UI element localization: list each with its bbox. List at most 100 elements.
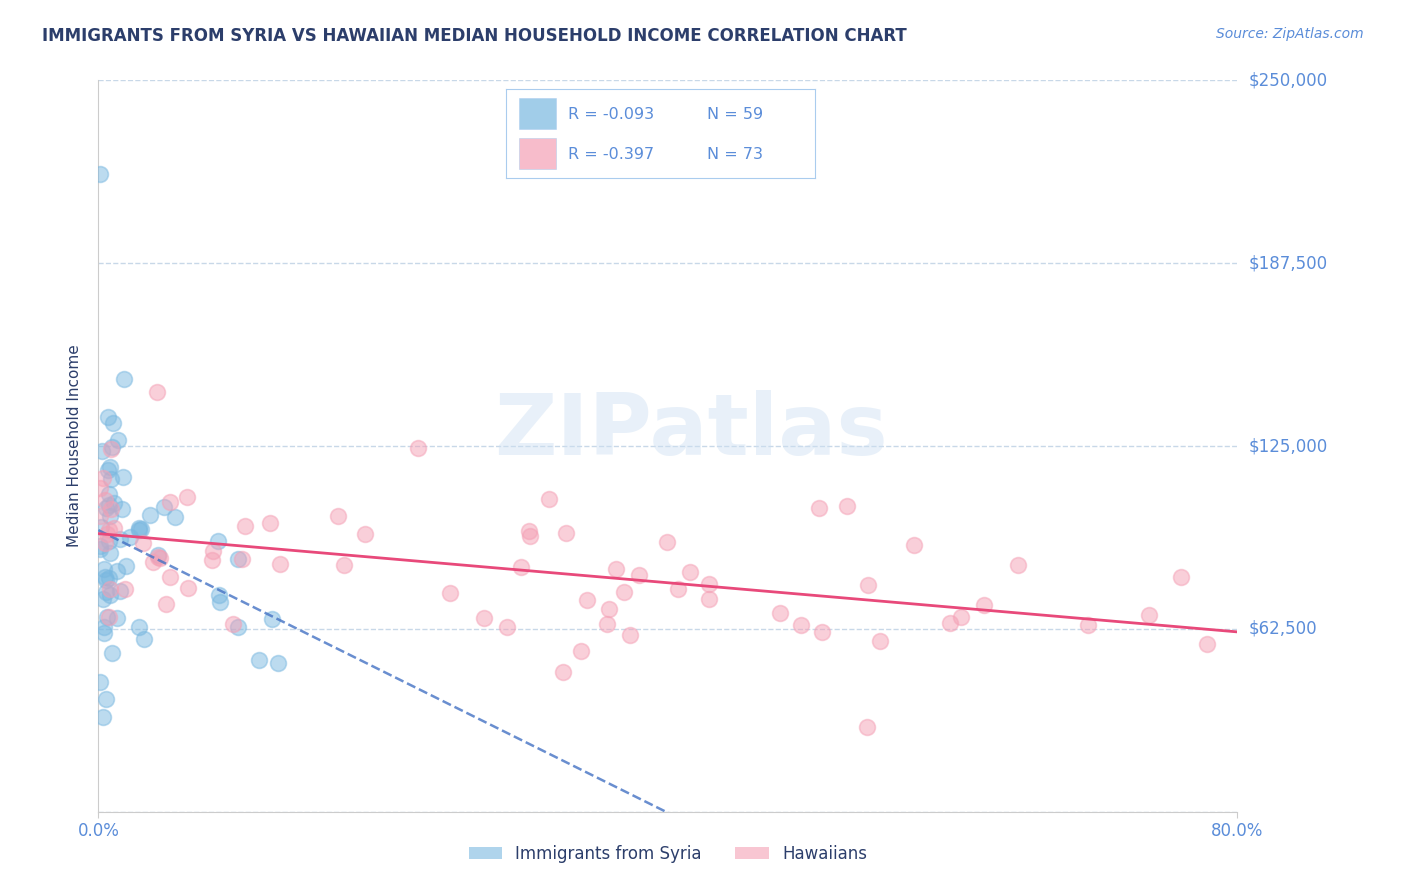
Point [94,536,117,550]
Point [1137,608,1160,623]
Point [100,442,122,456]
Text: $187,500: $187,500 [1249,254,1327,272]
Point [89,167,111,181]
Point [97,610,120,624]
Point [259,516,281,531]
Point [105,611,128,625]
Point [107,433,129,447]
Point [569,643,592,657]
Point [679,566,702,580]
Point [149,551,172,566]
Point [100,501,122,516]
Point [613,585,636,599]
Point [155,597,177,611]
Point [176,490,198,504]
Point [856,720,879,734]
Point [94,570,117,584]
Point [97,409,120,424]
Point [111,502,134,516]
Point [209,595,232,609]
Bar [519,138,555,169]
Point [100,472,122,486]
Point [1197,637,1219,651]
Point [94,501,117,516]
Point [91,444,114,458]
Point [807,501,830,516]
Point [110,532,132,546]
Point [131,522,153,536]
Point [666,582,689,596]
Point [231,552,253,566]
Point [90,520,112,534]
Point [159,494,181,508]
Point [97,571,120,585]
Point [247,653,270,667]
Point [103,521,125,535]
Text: $62,500: $62,500 [1249,620,1317,638]
Point [598,601,620,615]
Point [91,470,114,484]
Point [98,459,121,474]
Point [96,527,118,541]
Point [226,552,249,566]
Point [1007,558,1029,572]
Point [134,632,156,646]
Text: IMMIGRANTS FROM SYRIA VS HAWAIIAN MEDIAN HOUSEHOLD INCOME CORRELATION CHART: IMMIGRANTS FROM SYRIA VS HAWAIIAN MEDIAN… [42,27,907,45]
Point [576,593,599,607]
Point [328,509,350,524]
Point [103,496,125,510]
Text: R = -0.093: R = -0.093 [568,107,654,121]
Point [903,538,925,552]
Point [142,555,165,569]
Point [208,588,231,602]
Point [657,534,679,549]
Point [152,500,174,514]
Point [472,610,495,624]
Text: $125,000: $125,000 [1249,437,1327,455]
Point [202,544,225,558]
Point [112,470,135,484]
Point [108,584,131,599]
Point [596,617,619,632]
Point [96,463,118,477]
Point [146,384,169,399]
Point [950,610,973,624]
Point [112,372,135,386]
Point [96,585,118,599]
Point [93,620,115,634]
Point [510,560,533,574]
Point [619,628,641,642]
Point [553,665,575,680]
Point [100,646,122,660]
Point [96,691,118,706]
Point [517,524,540,539]
Point [226,620,249,634]
Point [354,526,377,541]
Point [93,626,115,640]
Point [148,550,170,565]
Point [221,616,243,631]
Point [138,508,160,522]
Point [105,565,128,579]
Point [101,440,124,454]
Point [835,499,858,513]
Text: Source: ZipAtlas.com: Source: ZipAtlas.com [1216,27,1364,41]
Point [89,509,111,524]
Bar [519,98,555,129]
Point [519,529,541,543]
Point [790,618,813,632]
Point [869,633,891,648]
Point [115,558,138,573]
Legend: Immigrants from Syria, Hawaiians: Immigrants from Syria, Hawaiians [463,838,873,869]
Text: ZIPatlas: ZIPatlas [494,390,887,473]
Point [267,656,290,670]
Point [93,562,115,576]
Point [128,521,150,535]
Point [98,582,121,597]
Point [89,482,111,496]
Text: N = 73: N = 73 [707,147,763,161]
Point [605,562,627,576]
Point [262,612,284,626]
Point [938,615,960,630]
Point [91,710,114,724]
